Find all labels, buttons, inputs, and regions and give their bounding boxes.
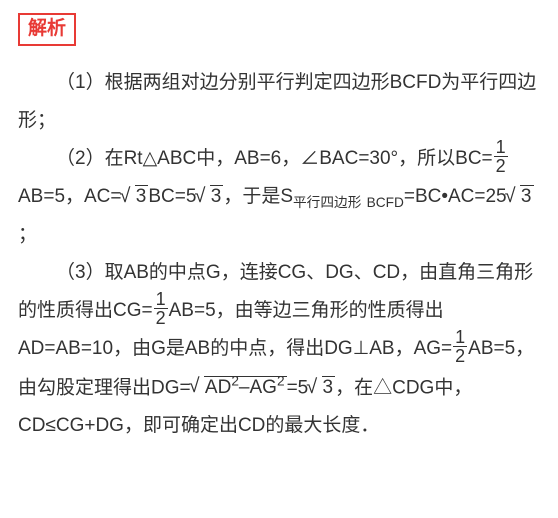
rad-exp-a: 2 xyxy=(231,374,239,389)
p2-t3: BC=5 xyxy=(148,186,196,207)
rad-mid: –AG xyxy=(239,377,277,398)
p2-t6: ； xyxy=(18,224,37,245)
radicand: 3 xyxy=(210,185,224,207)
analysis-badge: 解析 xyxy=(18,13,76,46)
p2-t5: =BC•AC=25 xyxy=(404,186,507,207)
sqrt-3-d: 3 xyxy=(308,369,335,407)
p3-t4: =5 xyxy=(287,377,309,398)
paragraph-1: （1）根据两组对边分别平行判定四边形BCFD为平行四边形； xyxy=(18,64,540,140)
frac-num: 1 xyxy=(154,290,168,308)
sqrt-pythag: AD2–AG2 xyxy=(191,368,287,407)
rad-a: AD xyxy=(205,377,231,398)
paragraph-3: （3）取AB的中点G，连接CG、DG、CD，由直角三角形的性质得出CG=12AB… xyxy=(18,254,540,445)
fraction-1-2-b: 12 xyxy=(154,290,168,327)
frac-den: 2 xyxy=(154,308,168,327)
frac-num: 1 xyxy=(453,328,467,346)
radicand: 3 xyxy=(322,376,336,398)
subscript-bcfd: BCFD xyxy=(367,194,404,209)
fraction-1-2-a: 12 xyxy=(494,138,508,175)
radicand: 3 xyxy=(520,185,534,207)
p1-text: （1）根据两组对边分别平行判定四边形BCFD为平行四边形； xyxy=(18,72,536,131)
paragraph-2: （2）在Rt△ABC中，AB=6，∠BAC=30°，所以BC=12 AB=5，AC… xyxy=(18,140,540,254)
frac-den: 2 xyxy=(453,346,467,365)
p2-t1: （2）在Rt△ABC中，AB=6，∠BAC=30°，所以BC= xyxy=(56,148,493,169)
frac-num: 1 xyxy=(494,138,508,156)
sqrt-3-b: 3 xyxy=(196,178,223,216)
radicand: AD2–AG2 xyxy=(204,376,287,398)
radicand: 3 xyxy=(135,185,149,207)
sqrt-3-a: 3 xyxy=(122,178,149,216)
p2-t2: AB=5，AC= xyxy=(18,186,122,207)
sqrt-3-c: 3 xyxy=(507,178,534,216)
subscript-pxsbx: 平行四边形 xyxy=(293,194,361,209)
rad-exp-b: 2 xyxy=(277,374,285,389)
p2-t4: ，于是S xyxy=(223,186,293,207)
solution-body: （1）根据两组对边分别平行判定四边形BCFD为平行四边形； （2）在Rt△ABC… xyxy=(18,64,540,446)
fraction-1-2-c: 12 xyxy=(453,328,467,365)
frac-den: 2 xyxy=(494,156,508,175)
